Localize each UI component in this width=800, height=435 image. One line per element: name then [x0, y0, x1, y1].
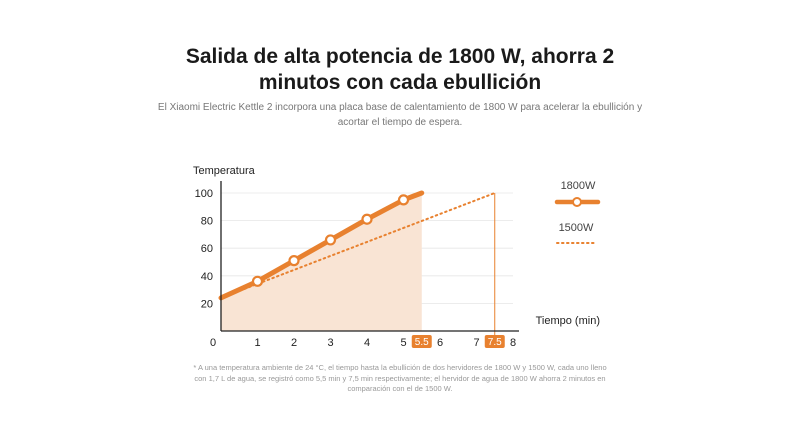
legend: 1800W 1500W: [554, 180, 601, 244]
subtitle-line-2: acortar el tiempo de espera.: [337, 117, 463, 128]
axis-layer: 20 40 60 80 100 Temperatura Tiempo (min) 0 1 2 3 4 5…: [193, 165, 600, 349]
legend-label-1500w: 1500W: [559, 222, 594, 234]
series-1800w-point: [288, 255, 300, 267]
y-axis-label: Temperatura: [193, 165, 256, 177]
x-tick-label: 0: [210, 337, 216, 349]
legend-label-1800w: 1800W: [561, 180, 596, 192]
legend-marker-1800w: [572, 197, 582, 207]
area-layer: [221, 193, 422, 331]
x-tick-label: 1: [254, 337, 260, 349]
y-tick-label: 60: [201, 243, 213, 255]
x-axis-label: Tiempo (min): [536, 315, 600, 327]
page-title: Salida de alta potencia de 1800 W, ahorr…: [0, 44, 800, 96]
footnote: * A una temperatura ambiente de 24 °C, e…: [170, 363, 630, 395]
footnote-line-1: * A una temperatura ambiente de 24 °C, e…: [193, 363, 607, 372]
y-tick-label: 40: [201, 271, 213, 283]
page-subtitle: El Xiaomi Electric Kettle 2 incorpora un…: [150, 100, 650, 130]
title-line-2: minutos con cada ebullición: [258, 71, 542, 94]
x-highlight-badge: [411, 335, 432, 348]
series-1800w-point: [251, 275, 264, 287]
x-tick-label: 4: [364, 337, 370, 349]
x-tick-label: 5: [400, 337, 406, 349]
series-1800w-point: [397, 194, 410, 206]
x-tick-label: 2: [291, 337, 297, 349]
series-1800w-point: [324, 234, 337, 246]
x-tick-label: 8: [510, 337, 516, 349]
x-tick-label: 6: [437, 337, 443, 349]
series-layer: [218, 190, 496, 335]
x-highlight-badge: [484, 335, 505, 348]
series-1500w-line: [220, 192, 496, 299]
series-1800w-area: [221, 193, 422, 331]
x-highlight-label: 7.5: [488, 337, 502, 348]
series-1800w-point: [361, 213, 373, 225]
y-tick-label: 100: [195, 188, 213, 200]
footnote-line-3: comparación con el de 1500 W.: [347, 384, 453, 393]
y-tick-label: 20: [201, 298, 213, 310]
y-tick-label: 80: [201, 216, 213, 228]
footnote-line-2: con 1,7 L de agua, se registró como 5,5 …: [194, 373, 606, 383]
x-tick-label: 7: [473, 337, 479, 349]
title-line-1: Salida de alta potencia de 1800 W, ahorr…: [185, 45, 615, 68]
x-tick-label: 3: [327, 337, 333, 349]
subtitle-line-1: El Xiaomi Electric Kettle 2 incorpora un…: [157, 102, 643, 113]
x-highlight-label: 5.5: [415, 337, 429, 348]
